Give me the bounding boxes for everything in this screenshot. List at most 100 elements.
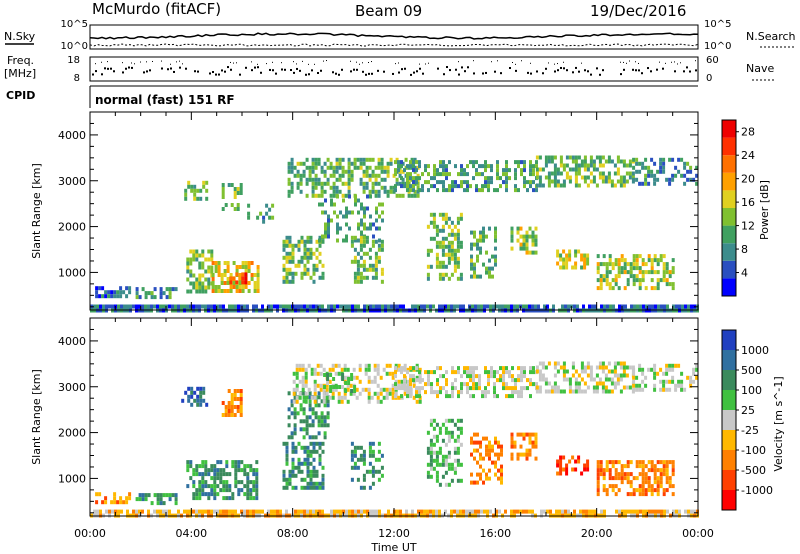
data-cell-1-10 bbox=[377, 477, 381, 482]
data-cell-1-4 bbox=[252, 488, 256, 493]
data-cell-1-10 bbox=[368, 453, 372, 458]
data-cell-0-14 bbox=[438, 272, 442, 277]
data-cell-1-0 bbox=[189, 509, 192, 514]
freq-mark bbox=[647, 67, 649, 70]
data-cell-0-15 bbox=[473, 274, 476, 279]
nave-mark bbox=[131, 62, 132, 64]
data-cell-1-0 bbox=[636, 509, 639, 514]
data-cell-1-16 bbox=[625, 365, 629, 370]
data-cell-0-8 bbox=[256, 215, 260, 220]
data-cell-1-11 bbox=[412, 366, 415, 371]
data-cell-0-16 bbox=[516, 238, 520, 243]
data-cell-0-10 bbox=[347, 169, 351, 174]
data-cell-1-18 bbox=[680, 371, 684, 376]
data-cell-0-11 bbox=[357, 238, 360, 243]
data-cell-0-1 bbox=[113, 294, 117, 299]
data-cell-0-4 bbox=[189, 281, 193, 286]
data-cell-1-11 bbox=[502, 378, 505, 383]
data-cell-1-11 bbox=[493, 390, 496, 395]
data-cell-1-15 bbox=[559, 455, 563, 460]
data-cell-0-7 bbox=[236, 191, 240, 195]
data-cell-0-13 bbox=[436, 168, 439, 173]
data-cell-0-1 bbox=[95, 294, 99, 299]
data-cell-0-5 bbox=[214, 265, 218, 269]
data-cell-1-11 bbox=[418, 378, 421, 383]
data-cell-1-0 bbox=[360, 509, 363, 514]
data-cell-0-5 bbox=[220, 281, 224, 285]
data-cell-1-8 bbox=[397, 395, 401, 400]
nave-mark bbox=[623, 61, 624, 63]
data-cell-1-6 bbox=[294, 485, 298, 490]
data-cell-1-12 bbox=[447, 430, 451, 435]
data-cell-0-4 bbox=[207, 269, 211, 274]
data-cell-0-5 bbox=[238, 273, 242, 277]
freq-mark bbox=[179, 66, 181, 69]
data-cell-0-9 bbox=[300, 271, 304, 276]
data-cell-0-19 bbox=[629, 270, 633, 275]
power-colorbar-segment bbox=[722, 120, 736, 138]
data-cell-1-5 bbox=[230, 401, 234, 405]
data-cell-1-8 bbox=[376, 367, 380, 372]
data-cell-0-13 bbox=[472, 160, 475, 165]
data-cell-1-8 bbox=[400, 379, 404, 384]
data-cell-0-5 bbox=[256, 269, 260, 273]
freq-frame bbox=[89, 56, 699, 82]
data-cell-0-9 bbox=[288, 279, 292, 284]
nave-mark bbox=[458, 61, 459, 63]
data-cell-0-14 bbox=[435, 240, 439, 245]
data-cell-0-0 bbox=[672, 304, 675, 309]
data-cell-0-9 bbox=[282, 243, 286, 248]
data-cell-1-18 bbox=[695, 367, 699, 372]
data-cell-0-20 bbox=[635, 157, 639, 162]
data-cell-1-8 bbox=[343, 395, 347, 400]
data-cell-1-18 bbox=[665, 387, 669, 392]
data-cell-1-16 bbox=[616, 373, 620, 378]
data-cell-0-5 bbox=[232, 285, 236, 289]
data-cell-1-10 bbox=[371, 465, 375, 470]
data-cell-1-7 bbox=[317, 419, 321, 424]
freq-mark bbox=[578, 70, 580, 73]
data-cell-0-9 bbox=[288, 251, 292, 256]
data-cell-0-8 bbox=[265, 203, 269, 208]
data-cell-1-8 bbox=[322, 395, 326, 400]
freq-mark bbox=[683, 70, 685, 73]
freq-mark bbox=[473, 72, 475, 75]
data-cell-0-18 bbox=[541, 183, 545, 188]
data-cell-1-10 bbox=[377, 469, 381, 474]
data-cell-1-13 bbox=[476, 432, 479, 437]
data-cell-1-16 bbox=[607, 369, 611, 374]
data-cell-0-13 bbox=[400, 164, 403, 169]
data-cell-0-3 bbox=[205, 196, 209, 201]
data-cell-1-2 bbox=[162, 501, 166, 506]
data-cell-0-7 bbox=[221, 187, 225, 191]
data-cell-0-10 bbox=[311, 169, 315, 174]
data-cell-0-0 bbox=[582, 304, 585, 309]
data-cell-0-10 bbox=[347, 189, 351, 194]
data-cell-1-11 bbox=[472, 366, 475, 371]
data-cell-1-7 bbox=[320, 419, 324, 424]
data-cell-1-16 bbox=[616, 381, 620, 386]
data-cell-0-10 bbox=[290, 157, 294, 162]
data-cell-1-8 bbox=[352, 375, 356, 380]
data-cell-1-11 bbox=[511, 394, 514, 399]
data-cell-1-15 bbox=[583, 467, 587, 472]
data-cell-0-11 bbox=[348, 194, 351, 199]
data-cell-1-5 bbox=[239, 397, 243, 401]
data-cell-0-18 bbox=[559, 171, 563, 176]
data-cell-1-12 bbox=[456, 426, 460, 431]
data-cell-0-19 bbox=[641, 274, 645, 279]
data-cell-1-11 bbox=[418, 370, 421, 375]
data-cell-1-12 bbox=[429, 422, 433, 427]
data-cell-0-14 bbox=[426, 264, 430, 269]
data-cell-0-19 bbox=[641, 278, 645, 283]
data-cell-1-17 bbox=[596, 476, 600, 481]
data-cell-1-9 bbox=[329, 385, 333, 389]
data-cell-1-10 bbox=[362, 449, 366, 454]
data-cell-1-11 bbox=[394, 374, 397, 379]
data-cell-1-4 bbox=[207, 484, 211, 489]
nave-mark bbox=[146, 61, 147, 63]
data-cell-1-16 bbox=[625, 373, 629, 378]
data-cell-1-0 bbox=[183, 509, 186, 514]
data-cell-1-18 bbox=[674, 383, 678, 388]
data-cell-0-13 bbox=[487, 184, 490, 189]
